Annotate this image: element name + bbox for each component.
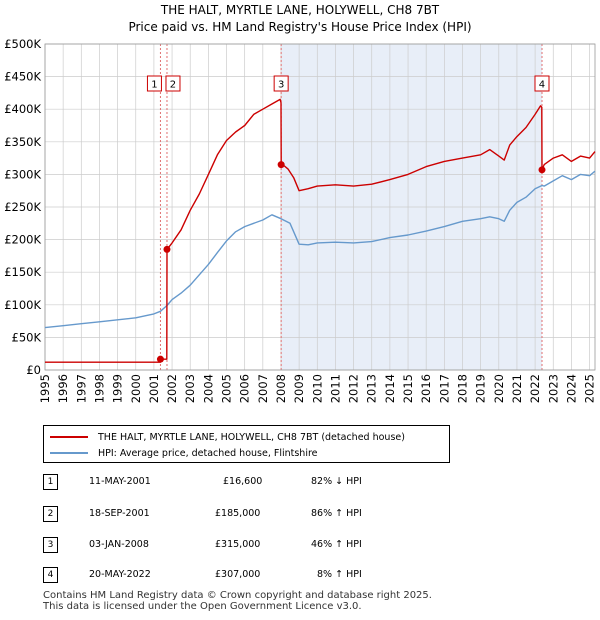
sale-date: 03-JAN-2008	[89, 539, 149, 550]
x-tick-label: 1996	[56, 374, 70, 403]
footer-copyright: Contains HM Land Registry data © Crown c…	[43, 590, 432, 601]
x-tick-label: 2008	[274, 374, 288, 403]
sale-label-box	[273, 75, 289, 92]
y-tick-label: £0	[26, 363, 41, 377]
sale-date: 18-SEP-2001	[89, 508, 150, 519]
sale-label: 3	[278, 80, 284, 91]
x-tick-label: 2017	[437, 374, 451, 403]
hpi-line	[44, 170, 596, 329]
x-tick-label: 1997	[74, 374, 88, 403]
y-tick-label: £50K	[12, 330, 42, 344]
plot-area	[44, 43, 596, 371]
sale-price: £315,000	[215, 539, 261, 550]
y-tick-label: £400K	[4, 102, 41, 116]
x-tick-label: 2004	[201, 374, 215, 403]
y-tick-label: £500K	[4, 37, 41, 51]
x-tick-label: 2018	[455, 374, 469, 403]
x-tick-label: 2010	[310, 374, 324, 403]
y-tick-label: £200K	[4, 233, 41, 247]
x-tick-label: 2007	[256, 374, 270, 403]
sale-number-badge: 2	[43, 506, 58, 522]
x-tick-label: 2023	[546, 374, 560, 403]
sale-label: 1	[151, 80, 157, 91]
x-tick-label: 2000	[129, 374, 143, 403]
sale-number-badge: 3	[43, 537, 58, 553]
x-tick-label: 2011	[328, 374, 342, 403]
legend-label-property: THE HALT, MYRTLE LANE, HOLYWELL, CH8 7BT…	[98, 431, 405, 443]
sale-price: £185,000	[215, 508, 261, 519]
sale-point	[277, 161, 285, 169]
sale-row: 2 18-SEP-2001 £185,000 86% ↑ HPI	[43, 506, 463, 522]
x-tick-label: 2001	[147, 374, 161, 403]
x-tick-label: 2021	[510, 374, 524, 403]
footer-licence: This data is licensed under the Open Gov…	[43, 601, 362, 612]
y-tick-label: £100K	[4, 298, 41, 312]
x-tick-label: 2002	[165, 374, 179, 403]
chart-title: THE HALT, MYRTLE LANE, HOLYWELL, CH8 7BT	[160, 3, 440, 17]
y-tick-label: £250K	[4, 200, 41, 214]
sale-price: £16,600	[223, 476, 263, 487]
sale-row: 4 20-MAY-2022 £307,000 8% ↑ HPI	[43, 567, 463, 583]
y-tick-label: £450K	[4, 70, 41, 84]
x-tick-label: 1999	[111, 374, 125, 403]
x-tick-label: 2022	[528, 374, 542, 403]
x-tick-label: 2020	[492, 374, 506, 403]
price-chart: 1 2 3 4 £0 £50K £100K £150K £200K £250K £300K £350K…	[4, 37, 597, 403]
legend-item-property: THE HALT, MYRTLE LANE, HOLYWELL, CH8 7BT…	[50, 430, 405, 444]
x-tick-label: 2009	[292, 374, 306, 403]
property-price-line	[45, 98, 596, 363]
chart-legend: THE HALT, MYRTLE LANE, HOLYWELL, CH8 7BT…	[43, 425, 450, 463]
legend-swatch-property	[50, 436, 88, 438]
x-tick-label: 2003	[183, 374, 197, 403]
x-tick-label: 2005	[220, 374, 234, 403]
footer: Contains HM Land Registry data © Crown c…	[43, 590, 432, 612]
y-tick-label: £300K	[4, 167, 41, 181]
sale-hpi-diff: 82% ↓ HPI	[311, 476, 362, 487]
chart-subtitle: Price paid vs. HM Land Registry's House …	[128, 20, 472, 34]
x-tick-label: 2014	[383, 374, 397, 403]
x-tick-label: 2006	[238, 374, 252, 403]
sale-label-box	[165, 75, 181, 92]
x-tick-label: 2015	[401, 374, 415, 403]
x-tick-label: 2012	[347, 374, 361, 403]
x-tick-label: 2024	[564, 374, 578, 403]
legend-label-hpi: HPI: Average price, detached house, Flin…	[98, 447, 318, 459]
sale-number-badge: 1	[43, 474, 58, 490]
sale-hpi-diff: 86% ↑ HPI	[311, 508, 362, 519]
legend-swatch-hpi	[50, 452, 88, 454]
sale-label: 2	[170, 80, 176, 91]
sale-date: 20-MAY-2022	[89, 569, 151, 580]
x-tick-label: 2025	[583, 374, 597, 403]
sale-point	[163, 245, 171, 253]
sale-point	[156, 355, 164, 363]
y-tick-label: £150K	[4, 265, 41, 279]
x-tick-label: 1998	[92, 374, 106, 403]
legend-item-hpi: HPI: Average price, detached house, Flin…	[50, 446, 318, 460]
sale-label: 4	[539, 80, 545, 91]
x-tick-label: 2013	[365, 374, 379, 403]
sale-hpi-diff: 8% ↑ HPI	[317, 569, 362, 580]
sale-price: £307,000	[215, 569, 261, 580]
x-tick-label: 2019	[474, 374, 488, 403]
x-tick-label: 2016	[419, 374, 433, 403]
sale-label-box	[146, 75, 162, 92]
sale-row: 3 03-JAN-2008 £315,000 46% ↑ HPI	[43, 537, 463, 553]
sale-date: 11-MAY-2001	[89, 476, 151, 487]
sale-hpi-diff: 46% ↑ HPI	[311, 539, 362, 550]
x-tick-label: 1995	[38, 374, 52, 403]
sale-row: 1 11-MAY-2001 £16,600 82% ↓ HPI	[43, 474, 463, 490]
sale-point	[538, 166, 546, 174]
sale-number-badge: 4	[43, 567, 58, 583]
sale-label-box	[534, 75, 550, 92]
y-tick-label: £350K	[4, 135, 41, 149]
